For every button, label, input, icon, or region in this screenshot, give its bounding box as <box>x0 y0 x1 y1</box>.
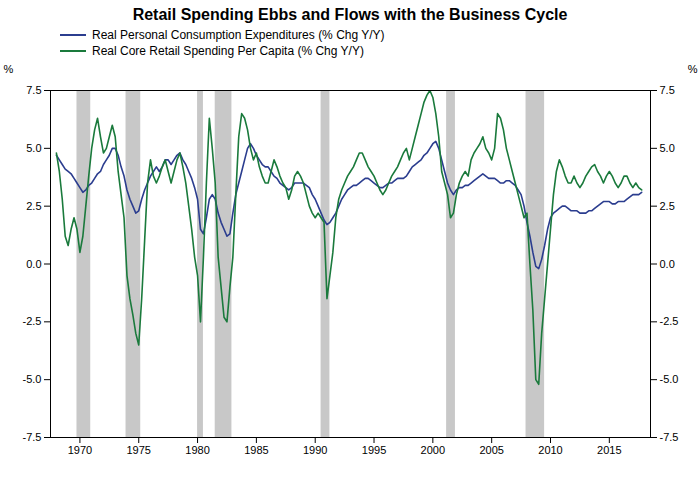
svg-text:-5.0: -5.0 <box>23 373 42 385</box>
svg-text:2010: 2010 <box>538 444 562 456</box>
svg-text:1995: 1995 <box>362 444 386 456</box>
svg-text:0.0: 0.0 <box>660 258 675 270</box>
svg-text:0.0: 0.0 <box>26 258 41 270</box>
svg-text:1975: 1975 <box>126 444 150 456</box>
svg-text:5.0: 5.0 <box>660 142 675 154</box>
svg-text:5.0: 5.0 <box>26 142 41 154</box>
svg-text:-7.5: -7.5 <box>660 431 679 443</box>
svg-text:1985: 1985 <box>244 444 268 456</box>
svg-text:2015: 2015 <box>597 444 621 456</box>
svg-text:-2.5: -2.5 <box>23 315 42 327</box>
svg-text:1970: 1970 <box>68 444 92 456</box>
svg-text:-7.5: -7.5 <box>23 431 42 443</box>
svg-text:1990: 1990 <box>303 444 327 456</box>
svg-text:-5.0: -5.0 <box>660 373 679 385</box>
svg-text:7.5: 7.5 <box>26 84 41 96</box>
svg-text:2000: 2000 <box>421 444 445 456</box>
svg-text:2.5: 2.5 <box>26 200 41 212</box>
html-text:Real Personal Consumption Expe: Real Personal Consumption Expenditures (… <box>92 28 385 42</box>
svg-text:%: % <box>4 63 14 75</box>
svg-text:2005: 2005 <box>479 444 503 456</box>
html-text:Retail Spending Ebbs and Flows: Retail Spending Ebbs and Flows with the … <box>132 6 568 23</box>
svg-text:1980: 1980 <box>185 444 209 456</box>
svg-text:-2.5: -2.5 <box>660 315 679 327</box>
svg-text:2.5: 2.5 <box>660 200 675 212</box>
html-text:Real Core Retail Spending Per: Real Core Retail Spending Per Capita (% … <box>92 44 364 58</box>
svg-text:7.5: 7.5 <box>660 84 675 96</box>
svg-text:%: % <box>688 63 698 75</box>
